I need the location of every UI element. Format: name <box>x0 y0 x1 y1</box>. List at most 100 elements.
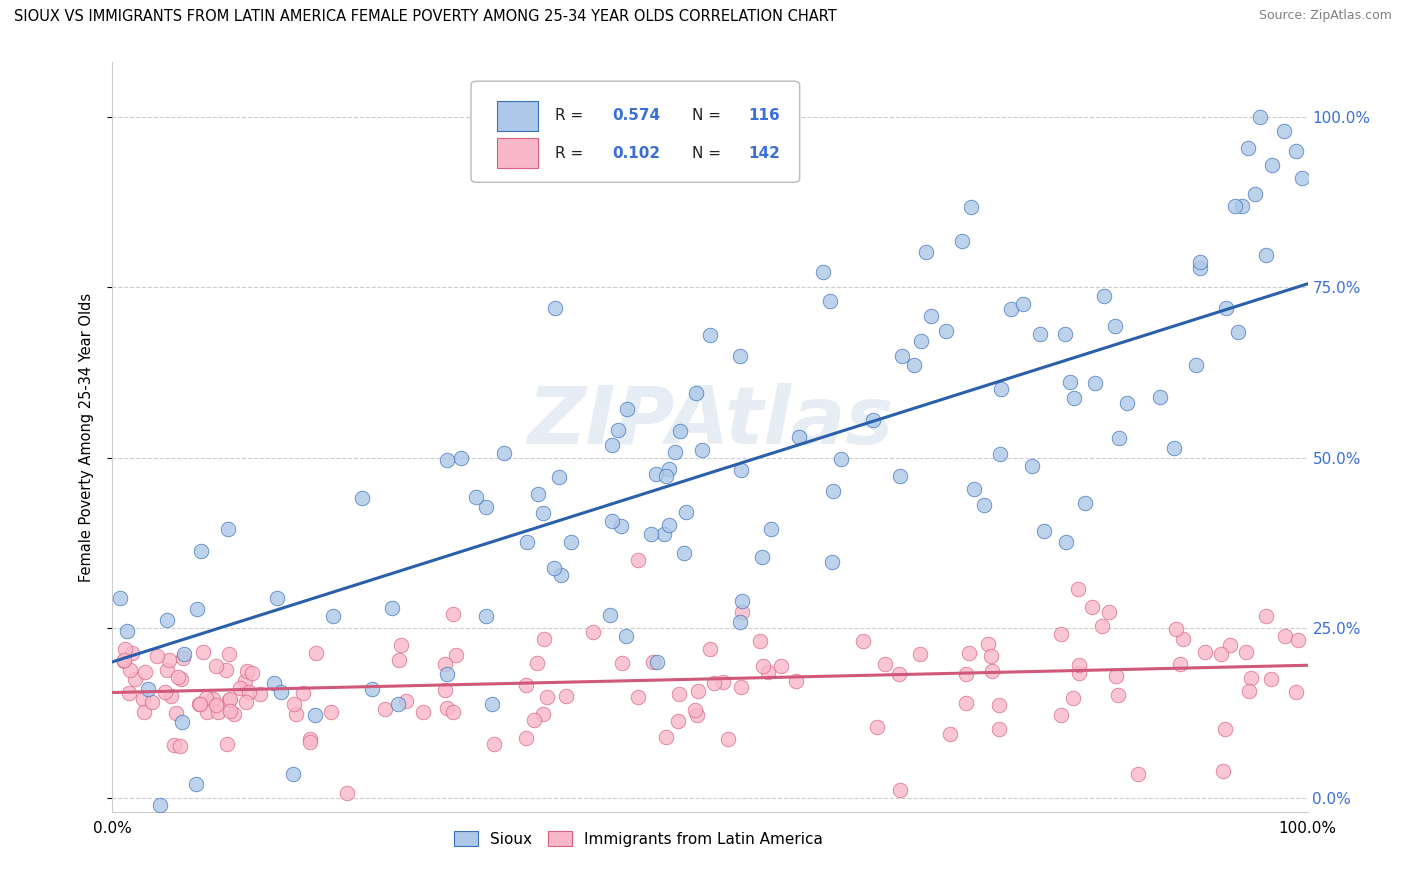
Point <box>118 686 141 700</box>
Point <box>494 446 516 460</box>
Point <box>685 385 707 400</box>
Point <box>609 519 631 533</box>
Point <box>173 648 195 662</box>
Point <box>811 265 834 279</box>
Point <box>464 491 486 505</box>
Point <box>186 777 208 791</box>
Point <box>240 665 263 680</box>
Point <box>484 737 506 751</box>
Point <box>690 443 713 458</box>
Point <box>156 614 179 628</box>
Point <box>114 641 136 656</box>
Point <box>436 667 458 681</box>
Point <box>731 605 754 619</box>
Point <box>935 324 957 338</box>
Point <box>889 667 911 681</box>
Point <box>218 648 240 662</box>
Point <box>284 707 307 722</box>
Point <box>304 708 326 723</box>
Point <box>121 646 143 660</box>
FancyBboxPatch shape <box>498 138 538 168</box>
Point <box>1285 144 1308 158</box>
Point <box>688 683 710 698</box>
Point <box>1105 669 1128 683</box>
Point <box>1243 186 1265 201</box>
Point <box>723 832 745 847</box>
Text: N =: N = <box>692 145 725 161</box>
Point <box>977 636 1000 650</box>
Point <box>436 453 458 467</box>
Point <box>673 545 696 559</box>
Point <box>526 656 548 670</box>
Point <box>1059 375 1081 389</box>
Point <box>752 659 775 673</box>
Point <box>172 651 194 665</box>
Text: ZIPAtlas: ZIPAtlas <box>527 383 893 461</box>
Point <box>387 697 409 711</box>
Point <box>157 653 180 667</box>
Point <box>1274 629 1296 643</box>
Point <box>1149 390 1171 404</box>
Point <box>395 694 418 708</box>
Point <box>1260 673 1282 687</box>
Point <box>1232 199 1254 213</box>
Point <box>748 633 770 648</box>
Point <box>114 654 136 668</box>
Point <box>730 463 752 477</box>
Point <box>1084 376 1107 390</box>
Point <box>165 706 187 720</box>
Point <box>374 702 396 716</box>
Point <box>988 698 1011 713</box>
Point <box>683 703 706 717</box>
Point <box>1171 632 1194 646</box>
Point <box>1254 609 1277 624</box>
Point <box>1291 171 1313 186</box>
Point <box>957 646 980 660</box>
Point <box>205 659 228 673</box>
Point <box>108 591 131 605</box>
Point <box>266 591 288 606</box>
Point <box>711 675 734 690</box>
Point <box>389 639 412 653</box>
Point <box>188 697 211 711</box>
Point <box>664 445 686 459</box>
Point <box>1240 671 1263 685</box>
Point <box>412 705 434 719</box>
Point <box>1054 326 1077 341</box>
Point <box>153 685 176 699</box>
Point <box>321 706 343 720</box>
Point <box>304 646 326 660</box>
Text: 142: 142 <box>748 145 780 161</box>
Point <box>1237 141 1260 155</box>
Point <box>170 672 193 686</box>
Point <box>543 561 565 575</box>
Point <box>655 730 678 744</box>
Point <box>1227 325 1250 339</box>
Point <box>1168 657 1191 671</box>
Point <box>228 681 250 696</box>
Point <box>543 301 565 315</box>
Point <box>474 500 496 515</box>
Text: R =: R = <box>554 145 588 161</box>
Point <box>627 552 650 566</box>
Point <box>668 714 690 729</box>
Point <box>235 695 257 709</box>
Text: 0.574: 0.574 <box>612 108 661 123</box>
Point <box>136 681 159 696</box>
Text: 0.102: 0.102 <box>612 145 661 161</box>
Point <box>789 430 811 444</box>
Point <box>1185 358 1208 372</box>
Point <box>756 665 779 679</box>
Point <box>336 786 359 800</box>
Point <box>1000 301 1022 316</box>
Point <box>1237 683 1260 698</box>
Point <box>550 567 572 582</box>
Point <box>283 767 305 781</box>
Point <box>669 424 692 438</box>
Point <box>658 518 681 533</box>
Point <box>1067 665 1090 680</box>
Point <box>1108 431 1130 445</box>
Point <box>1050 627 1073 641</box>
Point <box>219 692 242 706</box>
Point <box>352 491 374 505</box>
